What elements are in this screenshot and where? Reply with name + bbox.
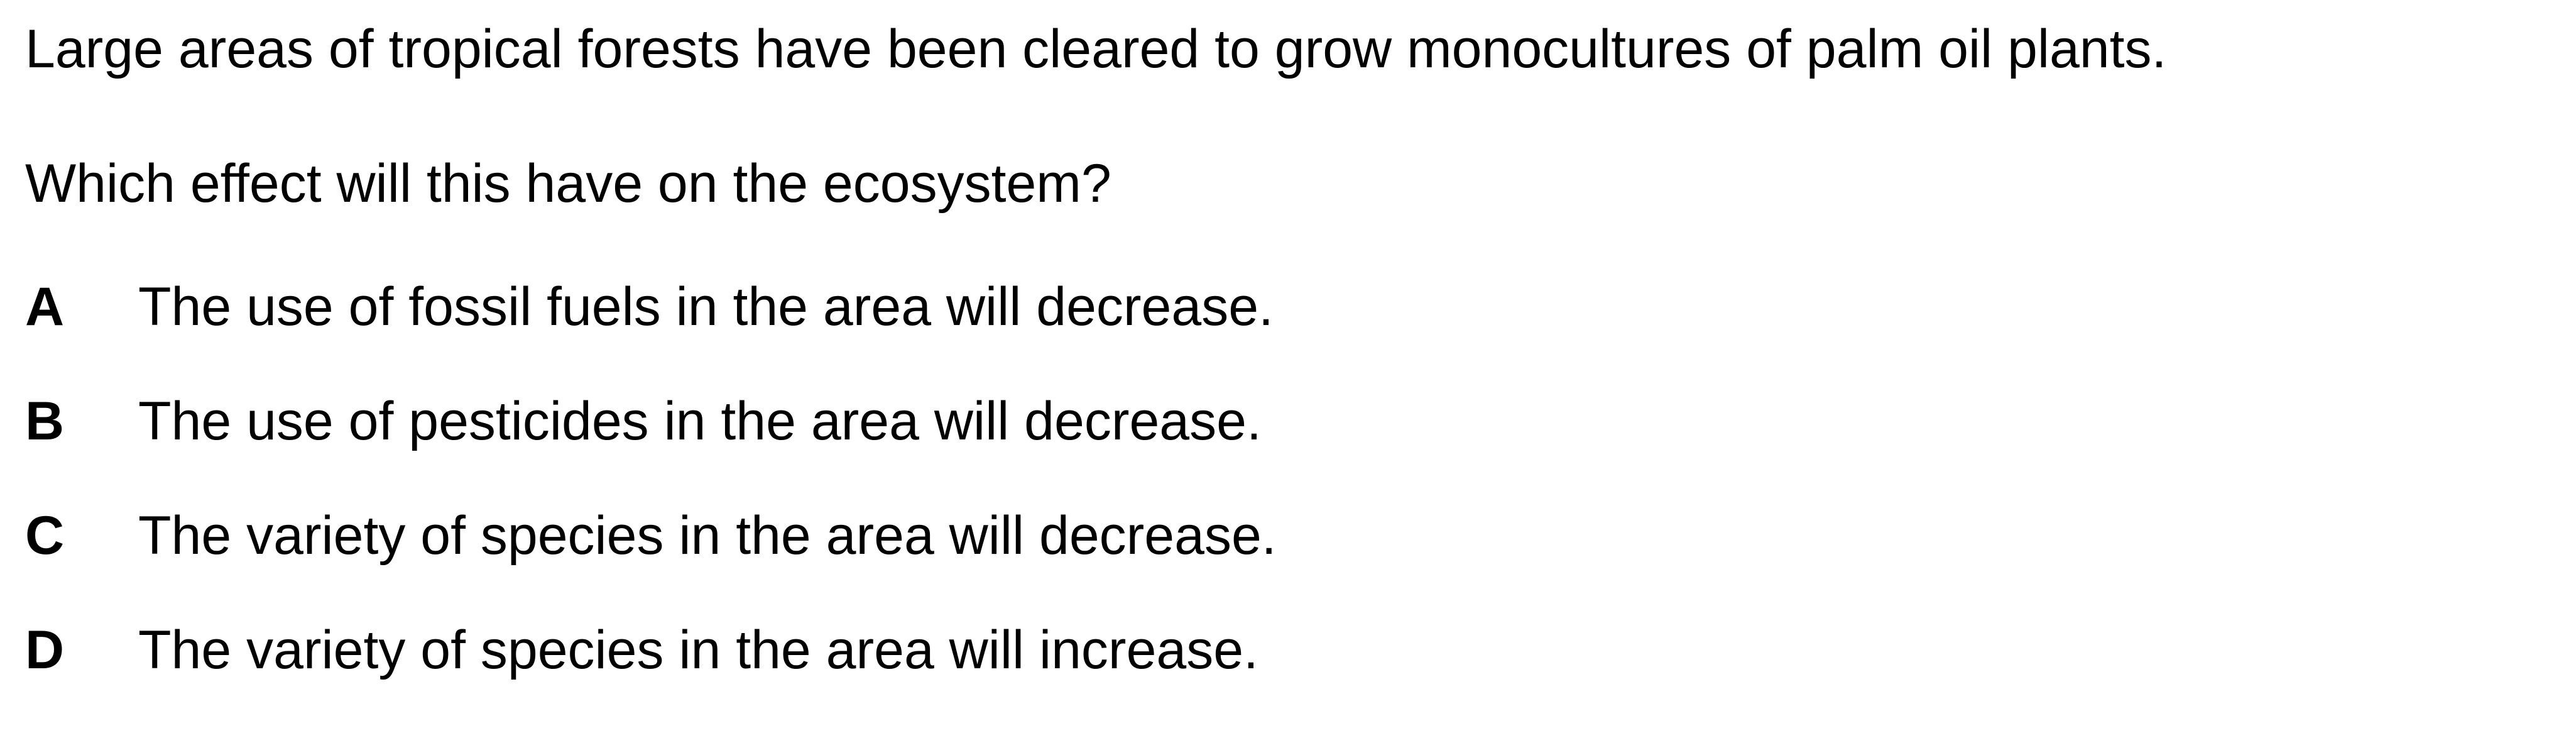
question-prompt: Which effect will this have on the ecosy… bbox=[25, 153, 1111, 214]
option-letter: D bbox=[25, 620, 65, 680]
option-letter: A bbox=[25, 277, 65, 337]
option-letter: B bbox=[25, 391, 65, 451]
option-letter: C bbox=[25, 505, 65, 566]
answer-options: A The use of fossil fuels in the area wi… bbox=[25, 275, 1277, 733]
option-c: C The variety of species in the area wil… bbox=[25, 504, 1277, 619]
question-page: Large areas of tropical forests have bee… bbox=[25, 19, 2167, 680]
question-stem: Large areas of tropical forests have bee… bbox=[25, 19, 2167, 79]
option-text: The variety of species in the area will … bbox=[138, 505, 1277, 566]
option-d: D The variety of species in the area wil… bbox=[25, 619, 1277, 733]
option-text: The variety of species in the area will … bbox=[138, 620, 1258, 680]
option-text: The use of pesticides in the area will d… bbox=[138, 391, 1262, 451]
option-text: The use of fossil fuels in the area will… bbox=[138, 277, 1274, 337]
option-a: A The use of fossil fuels in the area wi… bbox=[25, 275, 1277, 390]
option-b: B The use of pesticides in the area will… bbox=[25, 390, 1277, 504]
